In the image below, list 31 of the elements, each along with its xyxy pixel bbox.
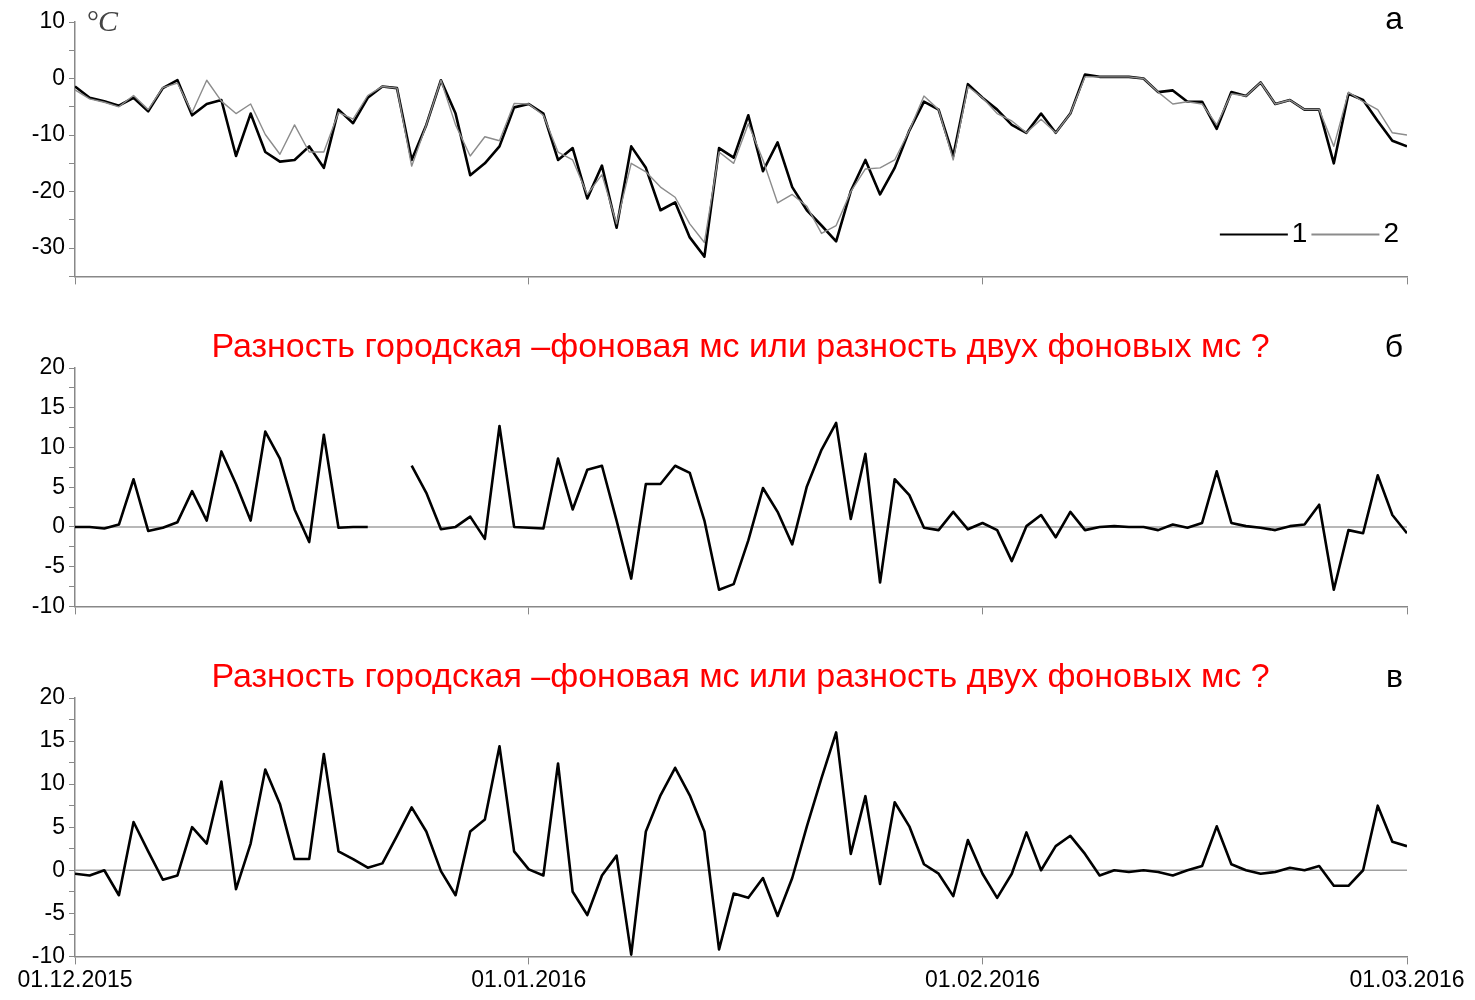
chart-title: а	[1385, 0, 1403, 37]
y-tick-label: -5	[44, 898, 65, 925]
chart-subtitle: Разность городская –фоновая мс или разность двух фоновых мс ?	[211, 656, 1270, 694]
y-tick-label: 15	[39, 393, 65, 420]
legend-label: 1	[1291, 217, 1308, 249]
y-tick-label: -20	[31, 176, 65, 203]
y-tick-label: 20	[39, 353, 65, 380]
x-tick-label: 01.12.2015	[17, 965, 133, 992]
y-tick-label: 5	[52, 472, 65, 499]
y-tick-label: 20	[39, 683, 65, 710]
y-tick-label: 0	[52, 63, 65, 90]
y-tick-label: -5	[44, 552, 65, 579]
chart-title: в	[1386, 658, 1403, 695]
y-tick-label: 10	[39, 7, 65, 34]
y-tick-label: -10	[31, 591, 65, 618]
y-tick-label: 0	[52, 512, 65, 539]
x-tick-label: 01.02.2016	[924, 965, 1041, 992]
y-tick-label: 15	[39, 726, 65, 753]
y-tick-label: 5	[52, 812, 65, 839]
chart-subtitle: Разность городская –фоновая мс или разность двух фоновых мс ?	[211, 326, 1270, 364]
y-tick-label: -30	[31, 233, 65, 260]
y-tick-label: 10	[39, 769, 65, 796]
y-tick-label: -10	[31, 120, 65, 147]
chart-title: б	[1384, 328, 1403, 365]
x-tick-label: 01.01.2016	[471, 965, 587, 992]
y-tick-label: 0	[52, 855, 65, 882]
x-tick-label: 01.03.2016	[1349, 965, 1465, 992]
legend-label: 2	[1383, 217, 1400, 249]
y-tick-label: 10	[39, 432, 65, 459]
y-tick-label: -10	[31, 941, 65, 968]
y-axis-title: °C	[86, 4, 119, 38]
